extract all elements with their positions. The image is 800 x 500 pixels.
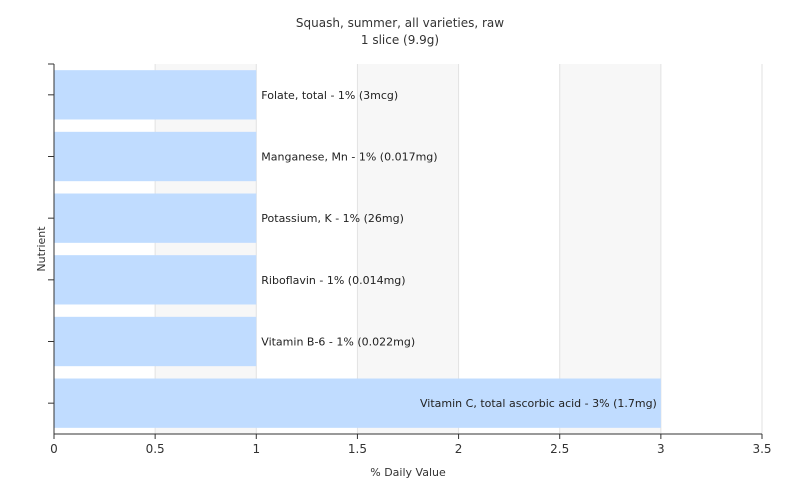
bar (54, 70, 257, 120)
plot-band (54, 64, 156, 434)
x-tick-label: 0 (50, 442, 58, 456)
bar-data-label: Vitamin B-6 - 1% (0.022mg) (261, 336, 415, 349)
x-tick-label: 0.5 (146, 442, 165, 456)
plot-band (357, 64, 459, 434)
x-tick-label: 1.5 (348, 442, 367, 456)
plot-band (660, 64, 762, 434)
bar-data-label: Vitamin C, total ascorbic acid - 3% (1.7… (420, 397, 657, 410)
bar-data-label: Riboflavin - 1% (0.014mg) (261, 274, 405, 287)
x-tick-label: 2.5 (550, 442, 569, 456)
axes-group: 0 0.5 1 1.5 2 2.5 3 3.5 (48, 63, 772, 456)
bars-group: Folate, total - 1% (3mcg) Manganese, Mn -… (54, 70, 661, 428)
bar (54, 378, 661, 428)
y-axis-label: Nutrient (35, 226, 48, 272)
plot-band (256, 64, 358, 434)
bar (54, 255, 257, 305)
plot-band (155, 64, 257, 434)
x-tick-label: 3.5 (752, 442, 771, 456)
x-tick-label: 2 (455, 442, 463, 456)
chart-title: Squash, summer, all varieties, raw (296, 16, 504, 30)
plot-band (458, 64, 560, 434)
bar-data-label: Potassium, K - 1% (26mg) (261, 212, 404, 225)
x-tick-label: 1 (252, 442, 260, 456)
plot-background (54, 64, 762, 434)
x-tick-label: 3 (657, 442, 665, 456)
bar (54, 131, 257, 182)
bar (54, 193, 257, 243)
bar-data-label: Manganese, Mn - 1% (0.017mg) (261, 151, 437, 164)
bar (54, 316, 257, 367)
x-axis-label: % Daily Value (370, 466, 446, 479)
plot-band (559, 64, 661, 434)
bar-data-label: Folate, total - 1% (3mcg) (261, 89, 398, 102)
chart-subtitle: 1 slice (9.9g) (361, 33, 439, 47)
